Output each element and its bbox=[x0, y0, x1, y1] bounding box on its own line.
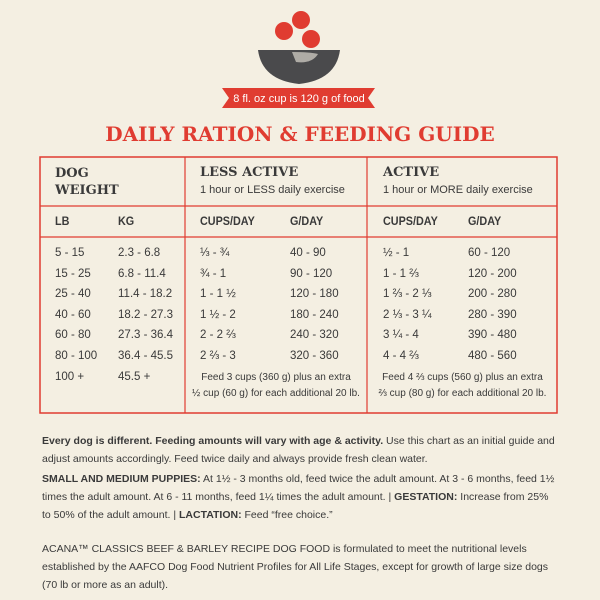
table-cell: 120 - 200 bbox=[468, 267, 517, 280]
table-cell: 240 - 320 bbox=[290, 329, 339, 342]
note-text: Use this chart as an initial guide and a… bbox=[42, 435, 555, 465]
column-header: CUPS/DAY bbox=[383, 214, 438, 228]
table-cell: 60 - 80 bbox=[55, 329, 91, 342]
table-cell: 1 - 1 ⅔ bbox=[383, 267, 419, 280]
table-cell: 18.2 - 27.3 bbox=[118, 308, 173, 321]
table-note: ⅔ cup (80 g) for each additional 20 lb. bbox=[378, 387, 547, 399]
table-cell: 320 - 360 bbox=[290, 350, 339, 362]
table-cell: 200 - 280 bbox=[468, 288, 517, 301]
table-note: Feed 4 ⅔ cups (560 g) plus an extra bbox=[382, 371, 543, 383]
note-general: Every dog is different. Feeding amounts … bbox=[42, 432, 560, 468]
table-cell: 280 - 390 bbox=[468, 308, 517, 321]
table-cell: 1 ½ - 2 bbox=[200, 308, 236, 321]
note-lead: SMALL AND MEDIUM PUPPIES: bbox=[42, 473, 201, 485]
table-cell: 90 - 120 bbox=[290, 267, 333, 280]
table-cell: 120 - 180 bbox=[290, 288, 339, 301]
active-header: ACTIVE bbox=[383, 165, 440, 180]
table-cell: ¾ - 1 bbox=[200, 267, 227, 280]
table-cell: 1 ⅔ - 2 ⅓ bbox=[383, 288, 432, 301]
table-cell: 2 ⅔ - 3 bbox=[200, 350, 236, 362]
active-subtitle: 1 hour or MORE daily exercise bbox=[383, 184, 533, 196]
column-header: KG bbox=[118, 214, 135, 228]
table-cell: 40 - 60 bbox=[55, 308, 91, 321]
table-cell: 80 - 100 bbox=[55, 350, 98, 362]
dog-weight-header: DOG WEIGHT bbox=[55, 166, 119, 198]
table-cell: 45.5 + bbox=[118, 370, 151, 383]
column-header: LB bbox=[55, 214, 70, 228]
table-cell: 60 - 120 bbox=[468, 247, 511, 259]
note-lead: GESTATION: bbox=[394, 491, 458, 503]
table-cell: 2 ⅓ - 3 ¼ bbox=[383, 308, 432, 321]
table-cell: 480 - 560 bbox=[468, 350, 517, 362]
column-header: G/DAY bbox=[468, 214, 502, 228]
table-cell: 3 ¼ - 4 bbox=[383, 329, 419, 342]
table-cell: 2 - 2 ⅔ bbox=[200, 329, 236, 342]
table-cell: 15 - 25 bbox=[55, 267, 91, 280]
column-header: G/DAY bbox=[290, 214, 324, 228]
table-note: Feed 3 cups (360 g) plus an extra bbox=[201, 371, 351, 383]
table-cell: 180 - 240 bbox=[290, 308, 339, 321]
less-active-subtitle: 1 hour or LESS daily exercise bbox=[200, 184, 345, 196]
table-note: ½ cup (60 g) for each additional 20 lb. bbox=[192, 387, 360, 399]
note-text: At 1½ - 3 months old, feed twice the adu… bbox=[42, 473, 555, 503]
note-text: Feed “free choice.” bbox=[241, 509, 333, 521]
note-lead: LACTATION: bbox=[178, 509, 242, 521]
title: DAILY RATION & FEEDING GUIDE bbox=[105, 122, 495, 146]
table-cell: 100 + bbox=[55, 370, 85, 383]
less-active-header: LESS ACTIVE bbox=[200, 165, 299, 180]
note-aafco: ACANA™ CLASSICS BEEF & BARLEY RECIPE DOG… bbox=[42, 543, 549, 591]
table-cell: 40 - 90 bbox=[290, 247, 326, 259]
note-lead: Every dog is different. Feeding amounts … bbox=[42, 435, 384, 447]
table-cell: ⅓ - ¾ bbox=[200, 247, 230, 259]
column-header: CUPS/DAY bbox=[200, 214, 255, 228]
table-cell: 6.8 - 11.4 bbox=[118, 267, 166, 280]
table-cell: 5 - 15 bbox=[55, 247, 85, 259]
bowl-icon: 8 fl. oz cup is 120 g of food bbox=[222, 11, 375, 108]
note-text: Increase from 25% to 50% of the adult am… bbox=[42, 491, 549, 521]
note-puppies: SMALL AND MEDIUM PUPPIES: At 1½ - 3 mont… bbox=[42, 470, 560, 524]
table-cell: ½ - 1 bbox=[383, 247, 410, 259]
table-cell: 36.4 - 45.5 bbox=[118, 350, 173, 362]
table-cell: 25 - 40 bbox=[55, 288, 91, 301]
table-cell: 4 - 4 ⅔ bbox=[383, 350, 419, 362]
table-cell: 1 - 1 ½ bbox=[200, 288, 236, 301]
table-cell: 11.4 - 18.2 bbox=[118, 288, 173, 301]
banner-text: 8 fl. oz cup is 120 g of food bbox=[233, 93, 364, 105]
table-cell: 2.3 - 6.8 bbox=[118, 247, 161, 259]
table-cell: 390 - 480 bbox=[468, 329, 517, 342]
table-cell: 27.3 - 36.4 bbox=[118, 329, 173, 342]
